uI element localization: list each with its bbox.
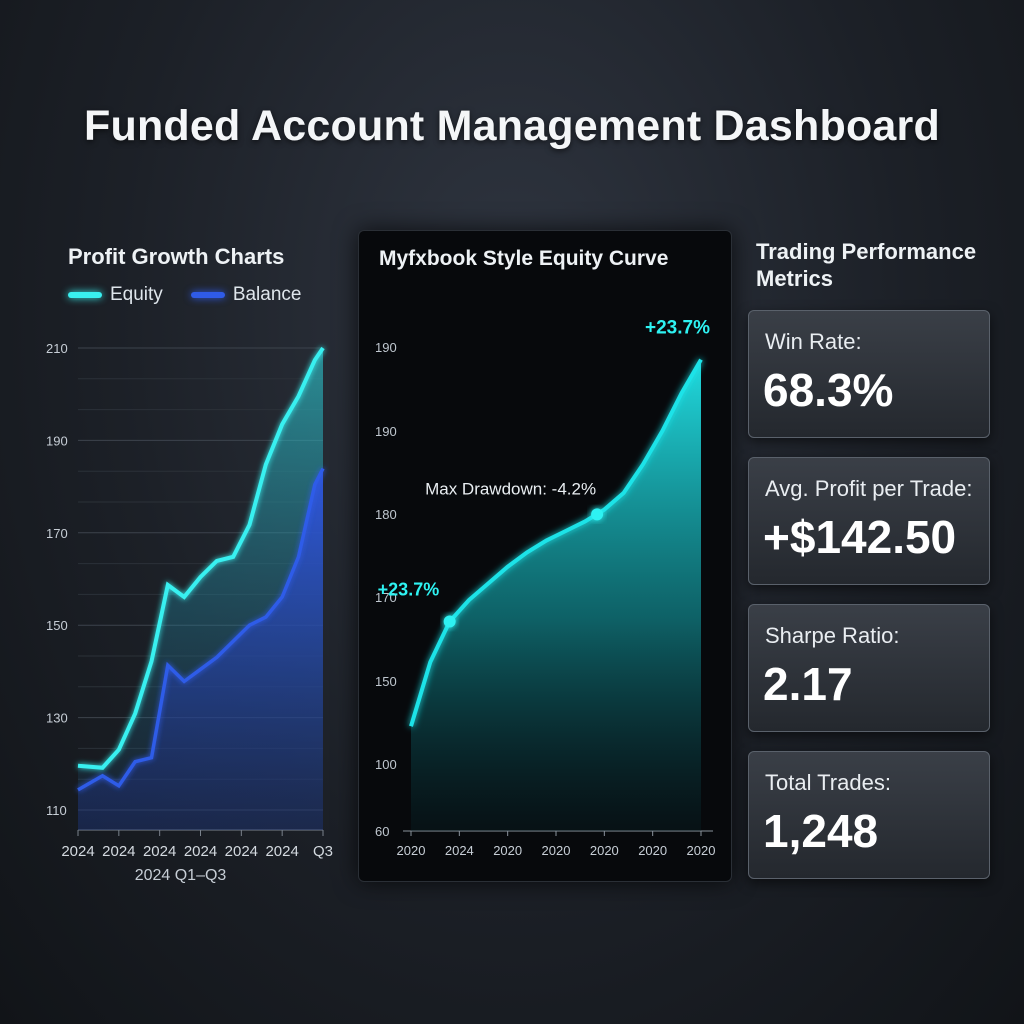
- profit-growth-legend: Equity Balance: [68, 284, 301, 306]
- y-tick-label: 150: [375, 674, 397, 689]
- y-tick-label: 130: [46, 711, 68, 726]
- series-area-equity-curve: [411, 359, 701, 831]
- x-tick-label: 2020: [397, 843, 426, 858]
- legend-item-equity: Equity: [68, 284, 163, 306]
- y-tick-label: 100: [375, 757, 397, 772]
- performance-metrics-heading: Trading Performance Metrics: [756, 239, 977, 291]
- series-line-balance: [77, 467, 325, 792]
- page-title: Funded Account Management Dashboard: [84, 102, 940, 150]
- y-tick-label: 60: [375, 824, 389, 839]
- legend-item-balance: Balance: [190, 284, 302, 306]
- metric-label: Total Trades:: [765, 770, 891, 795]
- metric-value: 68.3%: [763, 364, 894, 416]
- y-tick-label: 150: [46, 618, 68, 633]
- metric-card-sharpe-ratio: Sharpe Ratio: 2.17: [748, 604, 990, 732]
- equity-curve-heading: Myfxbook Style Equity Curve: [379, 247, 669, 270]
- equity-curve-panel: 190 190 180 170 150 100 60 2020 2024 2020 2020 2020…: [358, 230, 732, 882]
- y-tick-label: 110: [46, 803, 67, 818]
- metric-value: +$142.50: [763, 511, 957, 563]
- y-tick-label: 170: [375, 590, 397, 605]
- x-tick-label: 2024: [445, 843, 474, 858]
- x-tick-label: 2020: [638, 843, 667, 858]
- metric-label: Sharpe Ratio:: [765, 623, 900, 648]
- metric-label: Win Rate:: [765, 329, 862, 354]
- y-tick-label: 210: [46, 341, 68, 356]
- x-tick-label: Q3: [313, 843, 333, 860]
- x-tick-label: 2020: [493, 843, 522, 858]
- y-tick-label: 180: [375, 507, 397, 522]
- y-tick-label: 170: [46, 526, 68, 541]
- legend-swatch-equity: [68, 292, 102, 298]
- annotation-label: +23.7%: [378, 579, 440, 599]
- x-tick-label: 2024: [265, 843, 298, 860]
- x-tick-label: 2024: [102, 843, 135, 860]
- series-area-balance: [78, 468, 323, 830]
- x-tick-label: 2024: [143, 843, 176, 860]
- x-tick-label: 2024: [61, 843, 94, 860]
- x-axis-label: 2024 Q1–Q3: [135, 867, 227, 884]
- legend-label-equity: Equity: [110, 284, 163, 305]
- metric-card-total-trades: Total Trades: 1,248: [748, 751, 990, 879]
- x-tick-label: 2024: [184, 843, 217, 860]
- annotation-label: Max Drawdown: -4.2%: [425, 479, 596, 498]
- annotation-label: +23.7%: [645, 318, 710, 339]
- x-tick-label: 2024: [225, 843, 258, 860]
- y-tick-label: 190: [46, 433, 68, 448]
- equity-curve-chart: 190 190 180 170 150 100 60 2020 2024 2020 2020 2020…: [375, 318, 716, 858]
- annotation-marker: [443, 615, 456, 628]
- annotation-marker: [591, 508, 604, 521]
- x-tick-label: 2020: [590, 843, 619, 858]
- legend-label-balance: Balance: [232, 284, 302, 305]
- performance-metrics-panel: Trading Performance Metrics Win Rate: 68…: [748, 236, 992, 886]
- metric-value: 1,248: [763, 805, 879, 857]
- x-tick-label: 2020: [687, 843, 716, 858]
- metric-value: 2.17: [763, 658, 853, 710]
- metric-card-avg-profit: Avg. Profit per Trade: +$142.50: [748, 457, 990, 585]
- series-line-equity-curve: [409, 358, 703, 727]
- metric-label: Avg. Profit per Trade:: [765, 476, 973, 501]
- legend-swatch-balance: [190, 292, 225, 298]
- y-tick-label: 190: [375, 340, 397, 355]
- metric-card-win-rate: Win Rate: 68.3%: [748, 310, 990, 438]
- x-tick-label: 2020: [542, 843, 571, 858]
- profit-growth-panel: 110 130 150 170 190 210 2024 2024 2024 2024 2024 20…: [36, 238, 346, 898]
- profit-growth-heading: Profit Growth Charts: [68, 244, 285, 269]
- series-line-equity: [77, 346, 325, 770]
- y-tick-label: 190: [375, 424, 397, 439]
